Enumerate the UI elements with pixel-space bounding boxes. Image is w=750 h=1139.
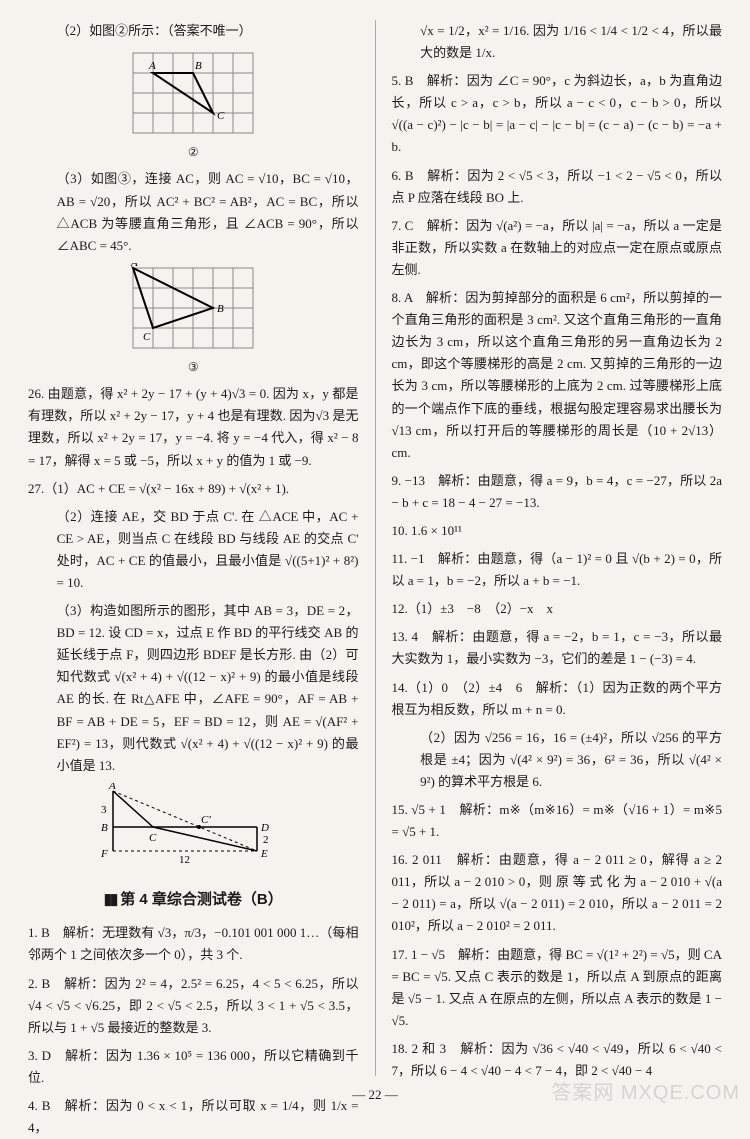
fig2-C: C (217, 110, 225, 122)
svg-text:3: 3 (101, 804, 107, 816)
svg-text:C': C' (201, 814, 211, 826)
right-column: √x = 1/2，x² = 1/16. 因为 1/16 < 1/4 < 1/2 … (392, 20, 723, 1076)
b-q9: 9. −13 解析：由题意，得 a = 9，b = 4，c = −27，所以 2… (392, 470, 723, 514)
fig3-B: B (217, 303, 224, 315)
fig3-A: A (130, 263, 138, 269)
fig3-C: C (143, 331, 151, 343)
section-title: ▮▮第 4 章综合测试卷（B） (28, 887, 359, 913)
column-divider (375, 20, 376, 1076)
b-q8: 8. A 解析：因为剪掉部分的面积是 6 cm²，所以剪掉的一个直角三角形的面积… (392, 287, 723, 464)
figure-3-svg: A B C (128, 263, 258, 355)
figure-2-svg: A B C (128, 48, 258, 140)
watermark: 答案网 MXQE.COM (551, 1076, 740, 1110)
b-q12: 12.（1）±3 −8 （2）−x x (392, 598, 723, 620)
svg-text:B: B (101, 822, 108, 834)
fig2-A: A (148, 60, 156, 72)
q27-1: 27.（1）AC + CE = √(x² − 16x + 89) + √(x² … (28, 478, 359, 500)
b-q17: 17. 1 − √5 解析：由题意，得 BC = √(1² + 2²) = √5… (392, 944, 723, 1032)
figure-2: A B C ② (28, 48, 359, 162)
b-q2: 2. B 解析：因为 2² = 4，2.5² = 6.25，4 < 5 < 6.… (28, 973, 359, 1039)
q27-2: （2）连接 AE，交 BD 于点 C'. 在 △ACE 中，AC + CE > … (28, 506, 359, 594)
b-q7: 7. C 解析：因为 √(a²) = −a，所以 |a| = −a，所以 a 一… (392, 215, 723, 281)
svg-text:D: D (260, 822, 269, 834)
q26: 26. 由题意，得 x² + 2y − 17 + (y + 4)√3 = 0. … (28, 383, 359, 471)
svg-text:C: C (149, 832, 157, 844)
q2-intro: （2）如图②所示：（答案不唯一） (28, 20, 359, 42)
figure-27: A B C C' D E F 3 2 12 (28, 783, 359, 869)
b-q15: 15. √5 + 1 解析：m※（m※16）= m※（√16 + 1）= m※5… (392, 799, 723, 843)
q4-cont: √x = 1/2，x² = 1/16. 因为 1/16 < 1/4 < 1/2 … (392, 20, 723, 64)
left-column: （2）如图②所示：（答案不唯一） A B C (28, 20, 359, 1076)
svg-text:E: E (260, 848, 268, 860)
fig2-B: B (195, 60, 202, 72)
q3-text: （3）如图③，连接 AC，则 AC = √10，BC = √10，AB = √2… (28, 168, 359, 256)
b-q6: 6. B 解析：因为 2 < √5 < 3，所以 −1 < 2 − √5 < 0… (392, 165, 723, 209)
svg-text:A: A (108, 783, 116, 792)
svg-text:F: F (100, 848, 108, 860)
b-q13: 13. 4 解析：由题意，得 a = −2，b = 1，c = −3，所以最大实… (392, 626, 723, 670)
q27-3: （3）构造如图所示的图形，其中 AB = 3，DE = 2，BD = 12. 设… (28, 600, 359, 777)
figure-27-svg: A B C C' D E F 3 2 12 (93, 783, 293, 869)
b-q14b: （2）因为 √256 = 16，16 = (±4)²，所以 √256 的平方根是… (392, 727, 723, 793)
svg-text:2: 2 (263, 834, 269, 846)
svg-text:12: 12 (179, 854, 190, 866)
b-q16: 16. 2 011 解析：由题意，得 a − 2 011 ≥ 0，解得 a ≥ … (392, 849, 723, 937)
b-q5: 5. B 解析：因为 ∠C = 90°，c 为斜边长，a，b 为直角边长，所以 … (392, 70, 723, 158)
figure-3: A B C ③ (28, 263, 359, 377)
b-q11: 11. −1 解析：由题意，得（a − 1)² = 0 且 √(b + 2) =… (392, 548, 723, 592)
b-q14: 14.（1）0 （2）±4 6 解析：（1）因为正数的两个平方根互为相反数，所以… (392, 677, 723, 721)
title-bars-icon: ▮▮ (104, 891, 117, 908)
b-q3: 3. D 解析：因为 1.36 × 10⁵ = 136 000，所以它精确到千位… (28, 1045, 359, 1089)
figure-2-caption: ② (28, 142, 359, 162)
b-q1: 1. B 解析：无理数有 √3，π/3，−0.101 001 000 1…（每相… (28, 922, 359, 966)
b-q10: 10. 1.6 × 10¹¹ (392, 520, 723, 542)
two-column-layout: （2）如图②所示：（答案不唯一） A B C (28, 20, 722, 1076)
figure-3-caption: ③ (28, 357, 359, 377)
